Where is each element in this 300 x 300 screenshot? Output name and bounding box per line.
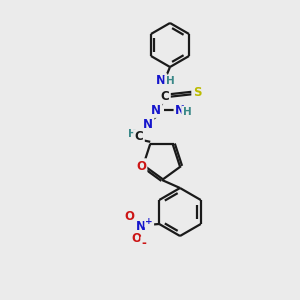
Text: N: N: [151, 103, 161, 116]
Text: O: O: [131, 232, 141, 244]
Text: N: N: [175, 103, 185, 116]
Text: +: +: [146, 218, 153, 226]
Text: H: H: [166, 76, 174, 86]
Text: N: N: [143, 118, 153, 130]
Text: O: O: [136, 160, 146, 173]
Text: N: N: [156, 74, 166, 88]
Text: C: C: [135, 130, 143, 143]
Text: N: N: [136, 220, 146, 232]
Text: H: H: [128, 129, 136, 139]
Text: C: C: [160, 89, 169, 103]
Text: O: O: [124, 211, 134, 224]
Text: S: S: [193, 86, 201, 100]
Text: H: H: [183, 107, 191, 117]
Text: -: -: [142, 238, 147, 250]
